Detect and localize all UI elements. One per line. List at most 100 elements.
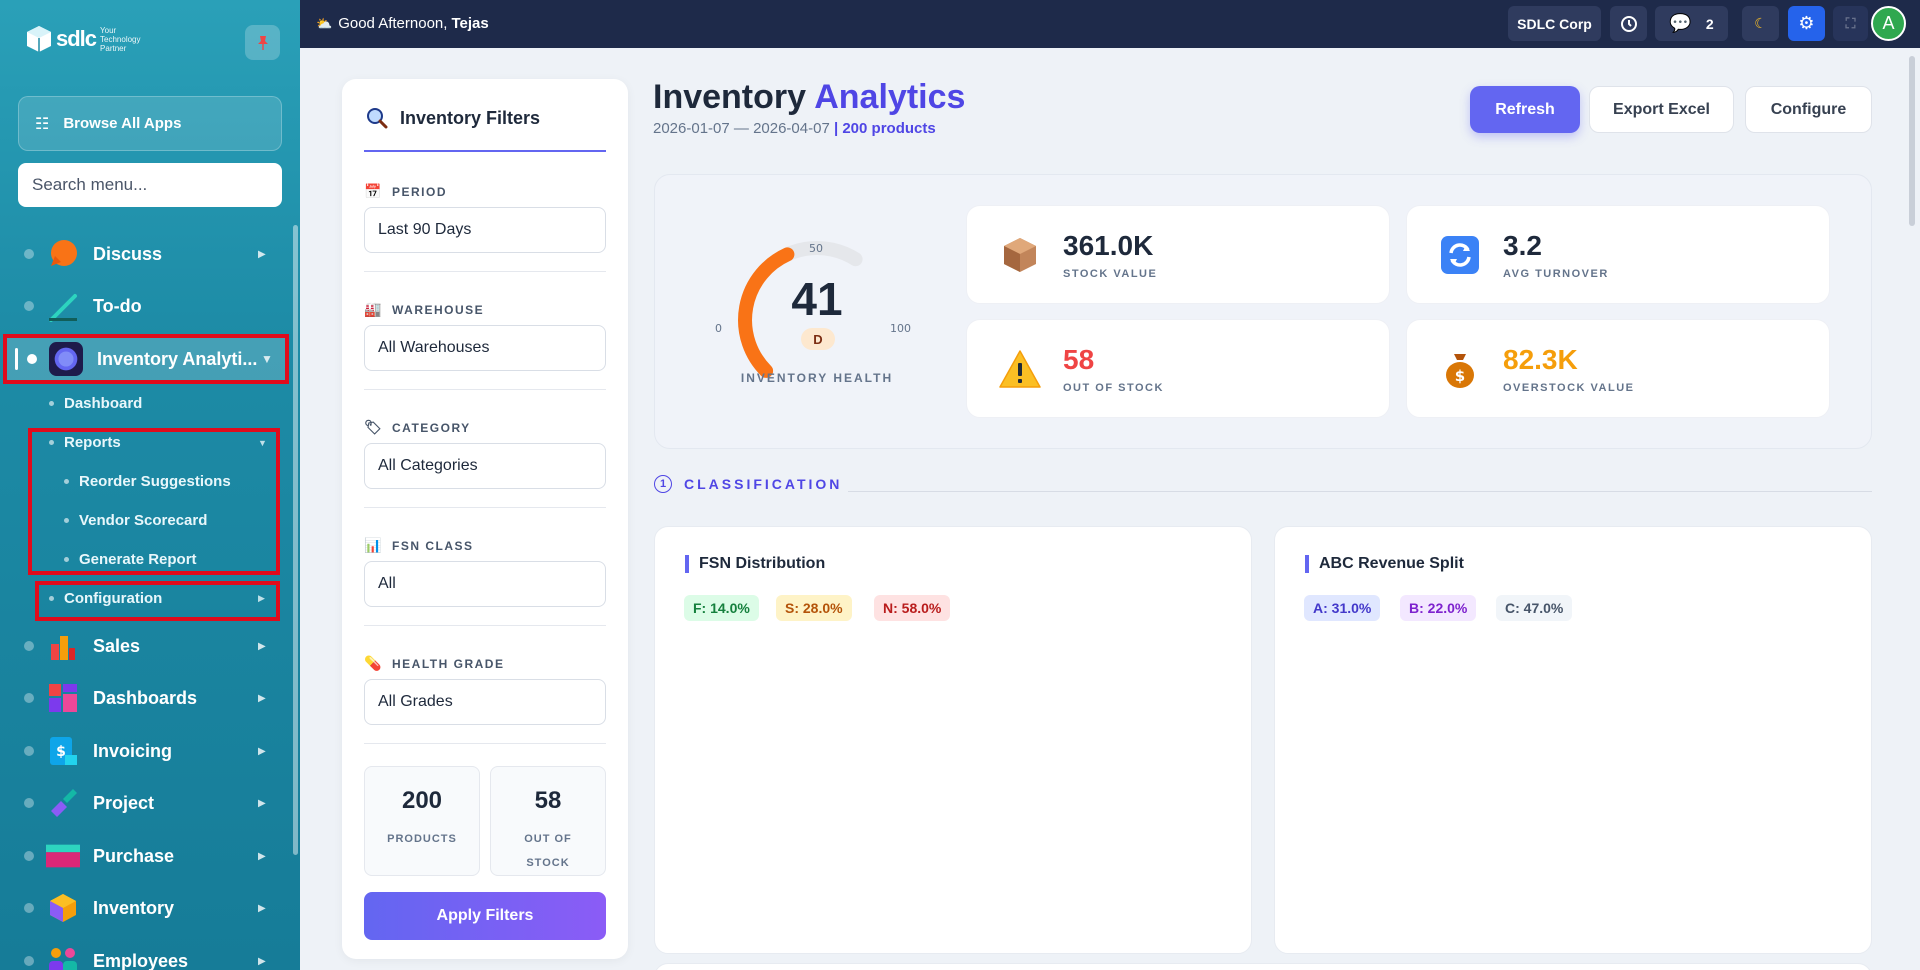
avatar[interactable]: A — [1871, 6, 1906, 41]
submenu-label: Reorder Suggestions — [79, 473, 231, 490]
sidebar-item-todo[interactable]: To-do — [0, 283, 290, 329]
configure-button[interactable]: Configure — [1745, 86, 1872, 133]
out-of-stock-stat: 58 OUT OF STOCK — [490, 766, 606, 876]
chevron-right-icon: ▶ — [258, 248, 266, 260]
status-dot — [24, 903, 34, 913]
status-dot — [24, 301, 34, 311]
category-select[interactable]: All Categories — [364, 443, 606, 489]
export-excel-button[interactable]: Export Excel — [1589, 86, 1734, 133]
browse-label: Browse All Apps — [63, 115, 182, 132]
products-count: 200 — [401, 787, 443, 814]
submenu-label: Generate Report — [79, 551, 197, 568]
category-value: All Categories — [378, 457, 478, 474]
filters-title-text: Inventory Filters — [400, 107, 541, 128]
dark-mode-toggle[interactable]: ☾ — [1742, 6, 1779, 41]
apply-filters-button[interactable]: Apply Filters — [364, 892, 606, 940]
overstock-value-label: OVERSTOCK VALUE — [1503, 382, 1635, 394]
grade-letter: D — [813, 332, 822, 347]
warehouse-select[interactable]: All Warehouses — [364, 325, 606, 371]
browse-all-apps-button[interactable]: ☷ Browse All Apps — [18, 96, 282, 151]
sidebar-scrollbar[interactable] — [293, 225, 298, 855]
submenu-generate-report[interactable]: Generate Report — [64, 551, 197, 568]
status-dot — [24, 956, 34, 966]
chevron-down-icon: ▼ — [261, 352, 273, 366]
sidebar-item-employees[interactable]: Employees ▶ — [0, 938, 290, 970]
highlight-box-configuration — [35, 581, 280, 621]
gear-icon: ⚙ — [1798, 13, 1815, 33]
health-grade-label: 💊 HEALTH GRADE — [364, 655, 505, 671]
avatar-letter: A — [1882, 13, 1895, 33]
sidebar-item-purchase[interactable]: Purchase ▶ — [0, 833, 290, 879]
submenu-reorder-suggestions[interactable]: Reorder Suggestions — [64, 473, 231, 490]
activity-button[interactable] — [1610, 6, 1647, 41]
sidebar-item-inventory-analytics[interactable]: Inventory Analyti... ▼ — [3, 334, 289, 384]
gauge-value: 41 — [791, 273, 842, 325]
pin-sidebar-button[interactable] — [245, 25, 280, 60]
sidebar-item-project[interactable]: Project ▶ — [0, 780, 290, 826]
submenu-reports[interactable]: Reports ▼ — [49, 434, 273, 451]
health-grade-value: All Grades — [378, 693, 453, 710]
gauge-label: INVENTORY HEALTH — [741, 371, 893, 385]
sidebar-item-label: To-do — [93, 295, 142, 316]
messages-button[interactable]: 💬 2 — [1655, 6, 1728, 41]
magnifier-icon — [367, 108, 388, 129]
abc-b-pill: B: 22.0% — [1400, 595, 1477, 621]
separator: | — [833, 120, 839, 137]
sidebar: sdlc Your Technology Partner ☷ Browse All … — [0, 0, 300, 970]
main-content: Inventory Filters 📅 PERIOD Last 90 Days 🏭… — [300, 48, 1920, 970]
section-title-text: CLASSIFICATION — [684, 476, 843, 492]
period-select[interactable]: Last 90 Days — [364, 207, 606, 253]
chevron-right-icon: ▶ — [258, 593, 265, 603]
submenu-dashboard[interactable]: Dashboard — [49, 395, 142, 412]
company-name: SDLC Corp — [1517, 15, 1592, 32]
abc-revenue-split-card: ABC Revenue Split A: 31.0% B: 22.0% C: 4… — [1274, 526, 1872, 954]
search-menu-input[interactable] — [18, 163, 282, 207]
brand-logo[interactable]: sdlc Your Technology Partner — [24, 24, 141, 54]
section-divider — [848, 491, 1872, 492]
inventory-filters-panel: Inventory Filters 📅 PERIOD Last 90 Days 🏭… — [342, 79, 628, 959]
date-range: 2026-01-07 — 2026-04-07 — [653, 120, 830, 137]
products-label: PRODUCTS — [387, 833, 457, 845]
status-dot — [24, 641, 34, 651]
top-bar: ⛅ Good Afternoon, Tejas SDLC Corp 💬 2 ☾ … — [300, 0, 1920, 48]
submenu-vendor-scorecard[interactable]: Vendor Scorecard — [64, 512, 207, 529]
period-value: Last 90 Days — [378, 221, 472, 238]
chat-bubbles-icon: 💬 — [1669, 13, 1692, 33]
period-label: 📅 PERIOD — [364, 183, 448, 199]
fsn-class-value: All — [378, 575, 396, 592]
divider — [364, 507, 606, 508]
health-grade-select[interactable]: All Grades — [364, 679, 606, 725]
bullet-icon — [49, 596, 54, 601]
money-bag-icon: $ — [1439, 348, 1481, 390]
fullscreen-button[interactable]: ⛶ — [1833, 6, 1868, 41]
sidebar-item-label: Inventory Analyti... — [97, 348, 258, 369]
chevron-right-icon: ▶ — [258, 745, 266, 757]
greeting-text: Good Afternoon, — [338, 15, 448, 32]
active-indicator — [15, 348, 18, 370]
sidebar-item-dashboards[interactable]: Dashboards ▶ — [0, 675, 290, 721]
refresh-arrows-icon — [1439, 234, 1481, 276]
submenu-configuration[interactable]: Configuration ▶ — [49, 590, 273, 607]
fsn-class-select[interactable]: All — [364, 561, 606, 607]
sidebar-item-sales[interactable]: Sales ▶ — [0, 623, 290, 669]
stock-value: 361.0K — [1063, 230, 1154, 261]
calendar-icon: 📅 — [364, 183, 383, 199]
refresh-button[interactable]: Refresh — [1470, 86, 1580, 133]
gauge-mid-label: 50 — [809, 242, 823, 255]
bullet-icon — [64, 518, 69, 523]
page-scrollbar[interactable] — [1909, 56, 1915, 226]
discuss-icon — [46, 237, 80, 271]
settings-button[interactable]: ⚙ — [1788, 6, 1825, 41]
sales-icon — [46, 629, 80, 663]
sidebar-item-discuss[interactable]: Discuss ▶ — [0, 231, 290, 277]
page-subtitle: 2026-01-07 — 2026-04-07 | 200 products — [653, 120, 936, 137]
gauge-max-label: 100 — [890, 322, 911, 335]
divider — [364, 625, 606, 626]
out-of-stock-label: OUT OF STOCK — [1063, 382, 1164, 394]
chevron-right-icon: ▶ — [258, 692, 266, 704]
company-switcher[interactable]: SDLC Corp — [1508, 6, 1601, 41]
sidebar-item-inventory[interactable]: Inventory ▶ — [0, 885, 290, 931]
sidebar-item-label: Project — [93, 792, 155, 813]
user-name: Tejas — [451, 15, 489, 32]
sidebar-item-invoicing[interactable]: $ Invoicing ▶ — [0, 728, 290, 774]
